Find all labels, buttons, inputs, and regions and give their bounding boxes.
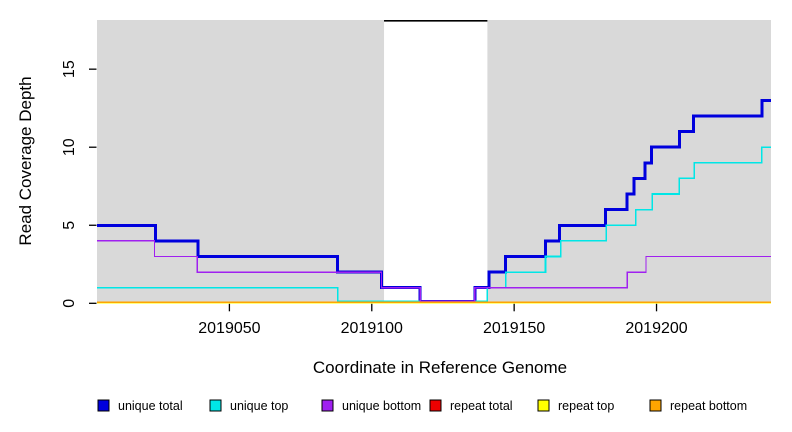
- series-lines-layer: [97, 98, 771, 304]
- y-tick-label: 10: [61, 138, 78, 156]
- y-tick-label: 15: [61, 60, 78, 78]
- series-line-unique-top: [97, 146, 771, 302]
- legend-swatch-unique-bottom: [321, 399, 334, 412]
- series-line-unique-bottom: [97, 240, 771, 302]
- axis-tick-labels-layer: 2019050 2019100 2019150 2019200 0 5 10 15: [61, 60, 688, 337]
- masked-region-rect: [384, 20, 488, 304]
- x-tick-label: 2019100: [341, 320, 403, 337]
- legend-swatch-repeat-bottom: [649, 399, 662, 412]
- x-tick-label: 2019150: [483, 320, 545, 337]
- legend-swatch-repeat-total: [429, 399, 442, 412]
- legend-label: repeat total: [450, 399, 513, 413]
- axis-ticks-layer: [89, 68, 658, 312]
- legend-label: unique bottom: [342, 399, 421, 413]
- legend-swatch-unique-top: [209, 399, 222, 412]
- y-axis-label: Read Coverage Depth: [16, 76, 35, 245]
- legend: unique total unique top unique bottom repea…: [97, 399, 747, 413]
- masked-region-layer: [384, 19, 488, 304]
- legend-label: repeat top: [558, 399, 614, 413]
- legend-label: repeat bottom: [670, 399, 747, 413]
- x-axis-label: Coordinate in Reference Genome: [313, 358, 567, 377]
- x-tick-label: 2019200: [625, 320, 687, 337]
- y-tick-label: 5: [61, 221, 78, 230]
- x-tick-label: 2019050: [198, 320, 260, 337]
- legend-label: unique total: [118, 399, 183, 413]
- legend-swatch-repeat-top: [537, 399, 550, 412]
- legend-label: unique top: [230, 399, 288, 413]
- legend-swatch-unique-total: [97, 399, 110, 412]
- y-tick-label: 0: [61, 299, 78, 308]
